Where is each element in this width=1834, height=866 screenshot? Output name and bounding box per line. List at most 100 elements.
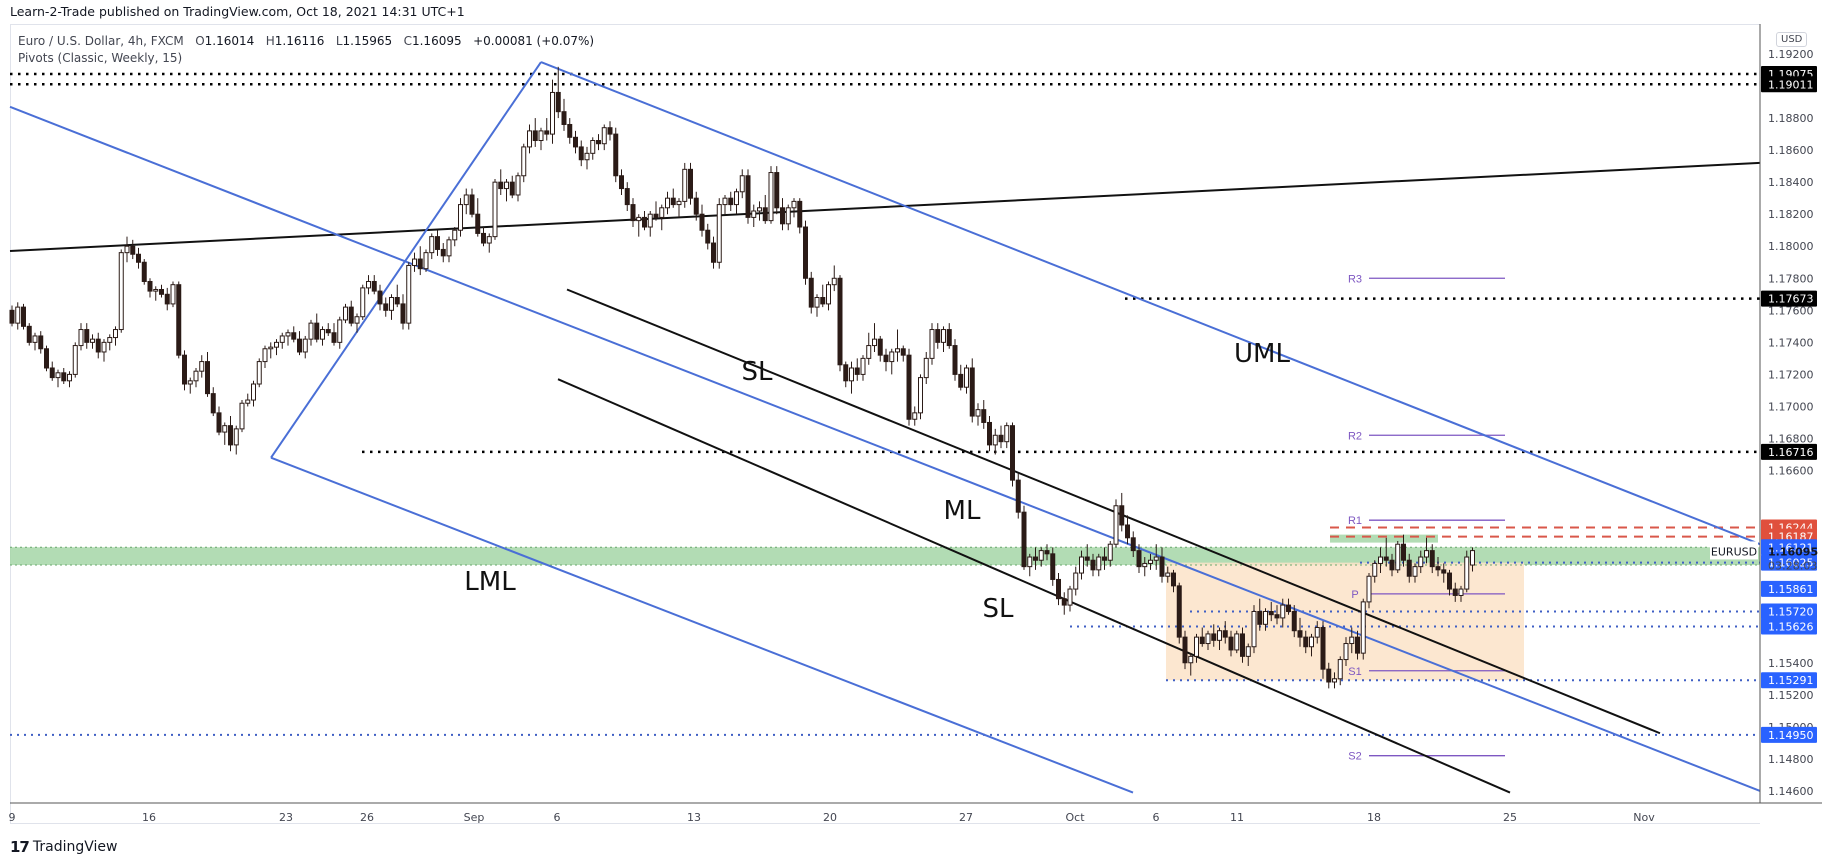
candle bbox=[245, 393, 251, 407]
candle-body bbox=[1148, 559, 1153, 564]
candle-body bbox=[596, 140, 601, 145]
pitchfork-median[interactable] bbox=[9, 105, 1761, 792]
candle bbox=[216, 406, 222, 436]
candle bbox=[1332, 672, 1337, 689]
candle bbox=[642, 210, 647, 231]
candle-body bbox=[1222, 630, 1228, 638]
candle bbox=[274, 339, 279, 356]
candle bbox=[107, 334, 113, 351]
price-label[interactable]: 1.16121 bbox=[1768, 541, 1814, 554]
price-label[interactable]: 1.15626 bbox=[1768, 621, 1814, 634]
candle bbox=[417, 246, 423, 276]
candle-body bbox=[941, 329, 946, 343]
candle bbox=[463, 188, 469, 215]
pivot-label-s1: S1 bbox=[1348, 666, 1361, 678]
candle-body bbox=[193, 370, 199, 382]
candle bbox=[1320, 621, 1326, 679]
candle-body bbox=[768, 172, 774, 222]
price-label[interactable]: 1.15720 bbox=[1768, 605, 1814, 618]
candle bbox=[1061, 592, 1067, 615]
candle bbox=[297, 331, 302, 356]
price-label-bg bbox=[1761, 554, 1817, 571]
candle bbox=[837, 275, 843, 372]
price-label[interactable]: 1.17673 bbox=[1768, 293, 1814, 306]
candle bbox=[170, 281, 176, 308]
candle-body bbox=[837, 277, 843, 366]
candle bbox=[647, 210, 653, 237]
candle-body bbox=[1268, 610, 1274, 616]
candle-body bbox=[251, 383, 256, 401]
price-tick: 1.18000 bbox=[1768, 240, 1814, 253]
candle bbox=[164, 287, 170, 311]
candle-body bbox=[578, 146, 584, 161]
candle bbox=[26, 323, 32, 346]
candle bbox=[745, 169, 751, 224]
candle bbox=[538, 127, 544, 151]
candle bbox=[1234, 630, 1240, 654]
candle bbox=[705, 223, 711, 250]
candle bbox=[1263, 608, 1268, 631]
price-label[interactable]: 1.16025 bbox=[1768, 557, 1814, 570]
candle bbox=[1073, 566, 1079, 596]
horizontal-trendline[interactable] bbox=[9, 161, 1761, 253]
candle bbox=[1188, 653, 1194, 676]
price-label[interactable]: 1.16716 bbox=[1768, 446, 1814, 459]
candle-body bbox=[1447, 572, 1452, 590]
candle-body bbox=[389, 297, 394, 311]
candle-body bbox=[699, 213, 705, 231]
price-label-bg bbox=[1761, 580, 1817, 597]
candle-body bbox=[969, 367, 975, 417]
candle bbox=[975, 403, 981, 426]
symbol-tag-bg bbox=[1710, 541, 1758, 560]
candle-body bbox=[688, 168, 693, 199]
candle-body bbox=[486, 236, 492, 244]
pitchfork-upper[interactable] bbox=[540, 61, 1761, 546]
candle-body bbox=[406, 264, 412, 324]
candle bbox=[400, 294, 406, 330]
price-label[interactable]: 1.15861 bbox=[1768, 583, 1814, 596]
candle bbox=[285, 329, 291, 346]
currency-button[interactable]: USD bbox=[1776, 32, 1808, 47]
candle-body bbox=[814, 297, 820, 308]
sliding-line-lower[interactable] bbox=[557, 378, 1511, 794]
price-label[interactable]: 1.14950 bbox=[1768, 729, 1814, 742]
candle bbox=[222, 422, 228, 445]
trendlines-layer[interactable] bbox=[9, 61, 1761, 794]
candle bbox=[1096, 553, 1102, 577]
price-label[interactable]: 1.19011 bbox=[1768, 78, 1814, 91]
candle-body bbox=[101, 341, 107, 353]
candle-body bbox=[682, 168, 688, 202]
price-label[interactable]: 1.15291 bbox=[1768, 674, 1814, 687]
candle bbox=[820, 284, 826, 308]
candle bbox=[1245, 643, 1251, 666]
pitchfork-lower[interactable] bbox=[270, 456, 1134, 794]
candle-body bbox=[831, 277, 837, 286]
candle bbox=[176, 281, 182, 359]
candle bbox=[446, 236, 452, 263]
footer-brand: 17 TradingView bbox=[10, 838, 117, 856]
candle bbox=[360, 284, 366, 320]
candle bbox=[435, 230, 440, 256]
symbol-title[interactable]: Euro / U.S. Dollar, 4h, FXCM bbox=[18, 34, 184, 48]
candle bbox=[136, 247, 141, 269]
price-axis[interactable]: 1.19200 1.18800 1.18600 1.18400 1.18200 1.180… bbox=[1759, 24, 1822, 824]
candle bbox=[964, 364, 969, 394]
candle bbox=[1366, 573, 1372, 609]
candle bbox=[969, 358, 975, 423]
candle-body bbox=[1159, 556, 1165, 577]
candle bbox=[803, 220, 808, 285]
candle-body bbox=[555, 91, 561, 113]
candle-body bbox=[946, 329, 952, 347]
candle bbox=[1418, 550, 1424, 574]
candle-body bbox=[992, 434, 998, 446]
candle bbox=[1470, 547, 1475, 572]
candle-body bbox=[463, 194, 469, 206]
pitchfork-handle[interactable] bbox=[270, 61, 542, 459]
price-tick: 1.17600 bbox=[1768, 304, 1814, 317]
time-axis[interactable]: 9 16 23 26 Sep 6 13 20 27 Oct 6 11 18 25 Nov bbox=[9, 802, 1823, 824]
candle-body bbox=[1337, 659, 1343, 680]
candle bbox=[389, 294, 394, 320]
time-tick: 20 bbox=[823, 811, 837, 824]
indicator-pivots[interactable]: Pivots (Classic, Weekly, 15) bbox=[18, 51, 183, 65]
